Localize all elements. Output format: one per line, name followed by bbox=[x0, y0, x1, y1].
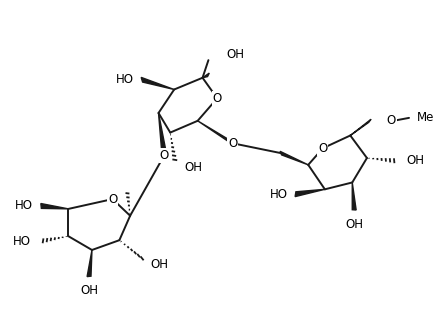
Polygon shape bbox=[197, 121, 233, 145]
Text: Me: Me bbox=[416, 111, 433, 125]
Text: O: O bbox=[212, 92, 221, 105]
Polygon shape bbox=[87, 250, 92, 276]
Text: HO: HO bbox=[13, 235, 31, 248]
Text: O: O bbox=[228, 137, 237, 150]
Text: HO: HO bbox=[15, 199, 33, 212]
Text: O: O bbox=[386, 114, 395, 127]
Text: HO: HO bbox=[116, 73, 134, 86]
Polygon shape bbox=[279, 151, 308, 165]
Text: O: O bbox=[159, 149, 169, 161]
Text: O: O bbox=[318, 142, 327, 155]
Text: OH: OH bbox=[226, 48, 243, 61]
Text: OH: OH bbox=[150, 258, 168, 271]
Polygon shape bbox=[141, 77, 174, 89]
Polygon shape bbox=[158, 113, 166, 155]
Text: OH: OH bbox=[184, 161, 201, 174]
Polygon shape bbox=[202, 73, 209, 78]
Text: OH: OH bbox=[345, 218, 362, 231]
Text: HO: HO bbox=[269, 188, 287, 201]
Text: OH: OH bbox=[405, 155, 423, 167]
Polygon shape bbox=[349, 119, 370, 136]
Polygon shape bbox=[41, 204, 68, 209]
Text: O: O bbox=[108, 192, 117, 206]
Text: OH: OH bbox=[80, 284, 98, 297]
Polygon shape bbox=[352, 182, 355, 210]
Polygon shape bbox=[294, 189, 324, 197]
